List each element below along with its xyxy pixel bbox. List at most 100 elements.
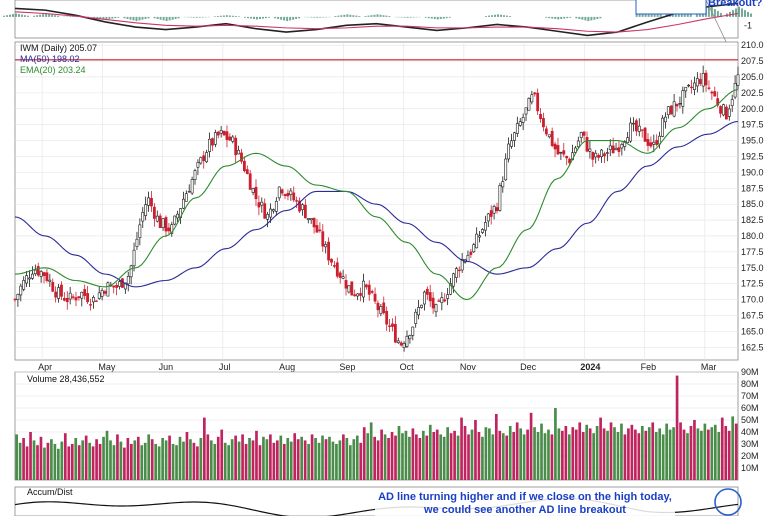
candle-body [728,109,730,116]
candle-body [214,133,216,145]
candle-body [313,218,315,227]
candle-body [191,180,193,194]
histogram-bar [130,17,132,20]
candle-body [383,303,385,313]
candle-body [548,135,550,137]
histogram-bar [268,17,270,18]
volume-bar [474,420,477,480]
candle-body [159,216,161,228]
volume-bar [575,430,578,480]
candle-body [342,277,344,279]
volume-bar [186,432,189,480]
price-tick-label: 200.0 [741,104,764,114]
volume-bar [54,444,57,480]
candle-body [261,202,263,205]
candle-body [429,292,431,300]
histogram-bar [380,15,382,17]
histogram-bar [33,16,35,17]
volume-bar [168,436,171,480]
price-legend-ma50: MA(50) 198.02 [20,54,80,64]
volume-bar [120,442,123,480]
candle-body [258,203,260,208]
histogram-bar [238,16,240,17]
candle-body [26,276,28,283]
candle-body [467,255,469,261]
candle-body [627,138,629,143]
volume-tick-label: 60M [741,403,759,413]
volume-bar [634,430,637,480]
candle-body [226,132,228,140]
candle-body [339,273,341,278]
candle-body [357,294,359,296]
candle-body [719,106,721,113]
histogram-bar [389,16,391,17]
volume-bar [578,422,581,480]
histogram-bar [509,16,511,17]
volume-bar [672,427,675,480]
volume-bar [85,436,88,480]
candle-body [81,292,83,298]
volume-bar [690,426,693,480]
candle-body [275,201,277,211]
histogram-bar [750,14,752,17]
candle-body [307,218,309,219]
histogram-bar [494,15,496,17]
histogram-bar [169,17,171,21]
histogram-bar [127,17,129,19]
histogram-bar [413,17,415,18]
histogram-bar [226,15,228,17]
histogram-bar [3,16,5,17]
candle-body [470,252,472,255]
candle-body [362,281,364,297]
histogram-bar [256,17,258,20]
histogram-bar [365,16,367,17]
volume-bar [717,432,720,480]
candle-body [104,291,106,293]
price-tick-label: 187.5 [741,183,764,193]
candle-body [217,132,219,135]
volume-bar [665,424,668,480]
price-tick-label: 207.5 [741,56,764,66]
volume-bar [26,446,29,480]
volume-bar [158,446,161,480]
volume-bar [193,443,196,480]
volume-bar [22,438,25,480]
volume-bar [481,437,484,480]
volume-bar [300,437,303,480]
candle-body [586,137,588,151]
volume-bar [471,430,474,480]
histogram-bar [714,9,716,17]
histogram-bar [500,15,502,17]
candle-body [737,75,739,86]
volume-bar [644,431,647,480]
candle-body [598,155,600,157]
volume-bar [415,434,418,480]
candle-body [563,151,565,155]
volume-bar [47,443,50,480]
candle-body [635,121,637,131]
volume-bar [714,425,717,480]
candle-body [609,146,611,150]
price-tick-label: 180.0 [741,231,764,241]
histogram-bar [247,17,249,18]
candle-body [293,193,295,200]
histogram-bar [488,16,490,17]
candle-body [444,300,446,301]
candle-body [203,156,205,161]
volume-bar [457,436,460,480]
candle-body [37,266,39,275]
candle-body [711,92,713,93]
candle-body [670,106,672,114]
candle-body [269,209,271,217]
volume-bar [380,430,383,480]
candle-body [208,139,210,151]
candle-body [638,126,640,131]
volume-bar [537,432,540,480]
candle-body [66,298,68,301]
month-label: Sep [339,362,355,372]
candle-body [223,131,225,135]
volume-tick-label: 90M [741,367,759,377]
candle-body [252,188,254,192]
candle-body [522,117,524,122]
candle-body [232,137,234,141]
